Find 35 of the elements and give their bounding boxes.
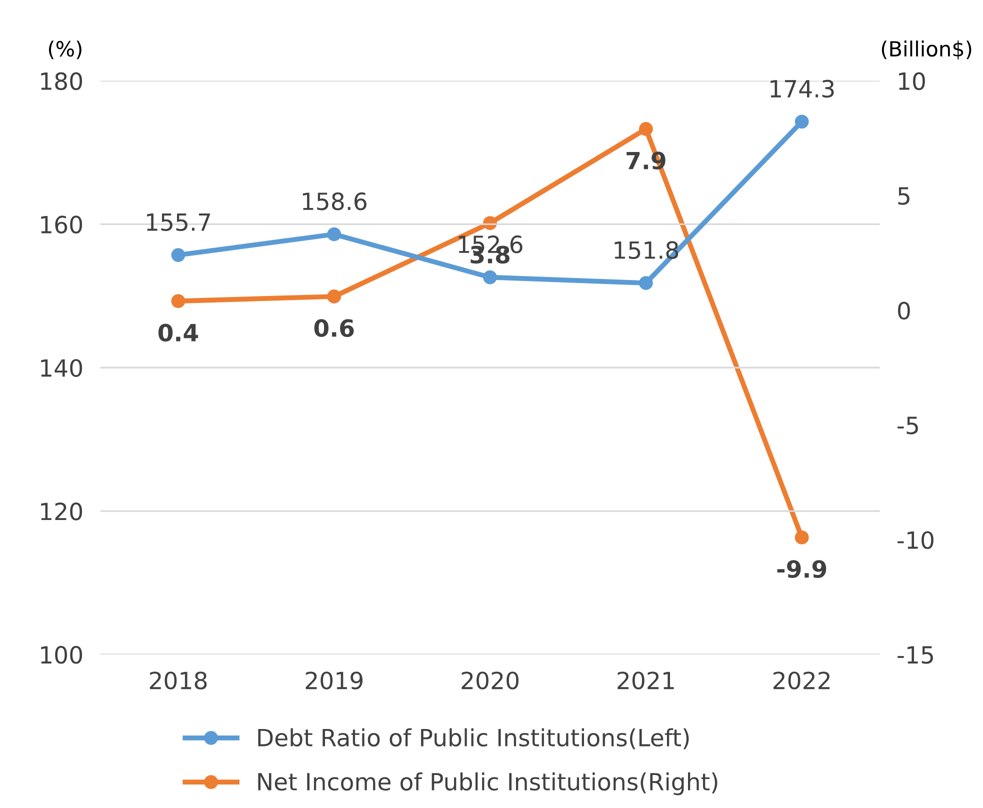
x-tick-label: 2020	[462, 672, 518, 690]
data-label: 174.3	[770, 80, 834, 98]
y2-tick-label: -5	[898, 416, 918, 434]
y-tick-label: 120	[41, 502, 82, 520]
y2-tick-label: -10	[898, 531, 934, 550]
y-tick-label: 100	[41, 646, 82, 664]
point	[327, 227, 342, 242]
point	[638, 276, 653, 290]
y2-tick-label: 10	[899, 72, 925, 90]
point	[638, 122, 653, 136]
y2-tick-label: -15	[898, 646, 933, 664]
y-tick-label: 160	[41, 216, 82, 234]
data-label: 0.4	[158, 324, 198, 342]
point	[794, 114, 809, 129]
data-label: 155.7	[147, 213, 210, 232]
y2-tick-label: 5	[898, 187, 910, 205]
y-axis-title: (%)	[48, 40, 82, 60]
x-tick-label: 2022	[774, 672, 830, 690]
data-label: 158.6	[302, 192, 366, 210]
x-tick-label: 2021	[618, 672, 674, 690]
data-label: 0.6	[314, 319, 354, 337]
y2-tick-label: 0	[898, 302, 910, 320]
point	[327, 290, 342, 304]
y2-axis-title: (Billion$)	[882, 40, 972, 60]
point	[171, 248, 186, 262]
x-tick-label: 2018	[150, 672, 207, 690]
legend-label: Debt Ratio of Public Institutions(Left)	[258, 728, 689, 750]
y-tick-label: 140	[41, 359, 82, 377]
y-tick-label: 180	[41, 72, 82, 90]
point	[794, 530, 809, 544]
legend-label: Net Income of Public Institutions(Right)	[258, 772, 718, 796]
data-label: -9.9	[777, 560, 826, 578]
point	[483, 270, 497, 284]
x-tick-label: 2019	[306, 672, 363, 690]
point	[171, 294, 186, 308]
